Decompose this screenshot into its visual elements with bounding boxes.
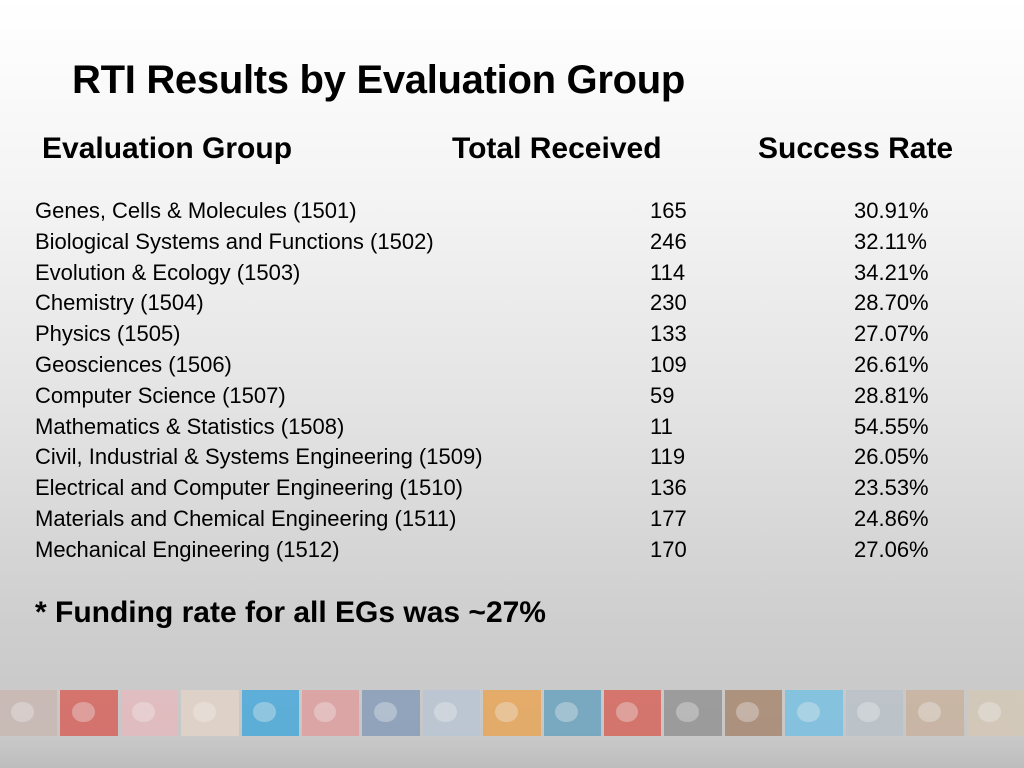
blue-molecule-icon <box>362 690 420 736</box>
blue-block-icon <box>241 690 300 736</box>
pink-figure-icon <box>120 690 179 736</box>
light-blue-block-icon <box>785 690 843 736</box>
table-row: Physics (1505) 133 27.07% <box>0 319 1024 350</box>
group-name: Biological Systems and Functions (1502) <box>35 228 434 254</box>
table-row: Biological Systems and Functions (1502) … <box>0 227 1024 258</box>
success-rate: 27.07% <box>854 321 929 347</box>
table-row: Civil, Industrial & Systems Engineering … <box>0 442 1024 473</box>
group-name: Mathematics & Statistics (1508) <box>35 413 345 439</box>
funding-rate-note: * Funding rate for all EGs was ~27% <box>35 596 546 629</box>
header-success-rate: Success Rate <box>758 132 954 165</box>
total-received: 133 <box>650 321 687 347</box>
total-received: 170 <box>650 536 687 562</box>
table-row: Evolution & Ecology (1503) 114 34.21% <box>0 258 1024 289</box>
beige-texture-icon <box>966 690 1024 736</box>
total-received: 165 <box>650 198 687 223</box>
brown-texture-icon <box>724 690 783 736</box>
group-name: Physics (1505) <box>35 321 181 347</box>
group-name: Evolution & Ecology (1503) <box>35 259 301 285</box>
results-table: Genes, Cells & Molecules (1501) 165 30.9… <box>0 196 1024 566</box>
success-rate: 28.70% <box>854 290 929 316</box>
table-row: Mechanical Engineering (1512) 170 27.06% <box>0 535 1024 566</box>
table-row: Genes, Cells & Molecules (1501) 165 30.9… <box>0 196 1024 227</box>
red-block-icon <box>60 690 118 736</box>
gray-text-image-icon <box>664 690 722 736</box>
success-rate: 32.11% <box>854 228 927 254</box>
group-name: Electrical and Computer Engineering (151… <box>35 475 464 501</box>
decorative-image-strip <box>0 690 1024 736</box>
success-rate: 24.86% <box>854 505 929 531</box>
success-rate: 34.21% <box>854 259 929 285</box>
red-ribbon-icon <box>302 690 360 736</box>
group-name: Civil, Industrial & Systems Engineering … <box>35 444 483 470</box>
logo-fragment-icon <box>0 690 58 736</box>
table-row: Geosciences (1506) 109 26.61% <box>0 350 1024 381</box>
success-rate: 28.81% <box>854 382 929 408</box>
table-row: Mathematics & Statistics (1508) 11 54.55… <box>0 412 1024 443</box>
group-name: Chemistry (1504) <box>35 290 204 316</box>
group-name: Materials and Chemical Engineering (1511… <box>35 505 457 531</box>
success-rate: 23.53% <box>854 475 929 501</box>
red-block-icon <box>604 690 662 736</box>
table-row: Materials and Chemical Engineering (1511… <box>0 504 1024 535</box>
group-name: Mechanical Engineering (1512) <box>35 536 340 562</box>
total-received: 136 <box>650 475 687 501</box>
success-rate: 30.91% <box>854 198 929 223</box>
total-received: 230 <box>650 290 687 316</box>
blue-spheres-icon <box>543 690 602 736</box>
total-received: 246 <box>650 228 687 254</box>
total-received: 119 <box>650 444 686 470</box>
orange-block-icon <box>483 690 541 736</box>
success-rate: 26.61% <box>854 351 929 377</box>
table-row: Electrical and Computer Engineering (151… <box>0 473 1024 504</box>
success-rate: 26.05% <box>854 444 929 470</box>
pale-figure-icon <box>181 690 239 736</box>
table-row: Computer Science (1507) 59 28.81% <box>0 381 1024 412</box>
footer-band <box>0 736 1024 768</box>
success-rate: 27.06% <box>854 536 929 562</box>
eye-image-icon <box>906 690 964 736</box>
total-received: 114 <box>650 259 686 285</box>
group-name: Genes, Cells & Molecules (1501) <box>35 198 357 223</box>
total-received: 177 <box>650 505 687 531</box>
total-received: 59 <box>650 382 675 408</box>
total-received: 109 <box>650 351 687 377</box>
slide-title: RTI Results by Evaluation Group <box>72 58 686 102</box>
table-row: Chemistry (1504) 230 28.70% <box>0 288 1024 319</box>
group-name: Geosciences (1506) <box>35 351 232 377</box>
header-evaluation-group: Evaluation Group <box>42 132 293 165</box>
network-diagram-icon <box>422 690 481 736</box>
gray-panel-icon <box>845 690 904 736</box>
success-rate: 54.55% <box>854 413 929 439</box>
total-received: 11 <box>650 413 673 439</box>
header-total-received: Total Received <box>452 132 662 165</box>
group-name: Computer Science (1507) <box>35 382 286 408</box>
